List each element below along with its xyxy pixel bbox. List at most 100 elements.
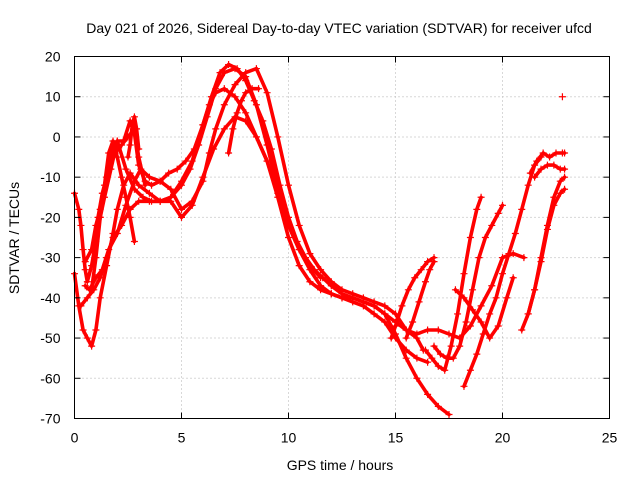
- data-point: [531, 286, 539, 294]
- data-point: [424, 390, 432, 398]
- data-point: [434, 326, 442, 334]
- data-point: [524, 181, 532, 189]
- data-point: [381, 302, 389, 310]
- data-point: [494, 209, 502, 217]
- data-point: [402, 354, 410, 362]
- y-tick-label: -30: [40, 250, 60, 266]
- data-point: [79, 246, 87, 254]
- series-s9: [402, 258, 438, 342]
- data-point: [295, 221, 303, 229]
- data-point: [539, 149, 547, 157]
- x-tick-label: 15: [388, 430, 404, 446]
- data-point: [387, 334, 395, 342]
- data-point: [370, 298, 378, 306]
- data-point: [479, 330, 487, 338]
- plot-area: [71, 61, 569, 418]
- data-point: [413, 374, 421, 382]
- data-point: [499, 254, 506, 262]
- data-point: [424, 258, 432, 266]
- data-point: [285, 234, 292, 241]
- series-s10: [421, 193, 485, 374]
- data-point: [533, 157, 541, 165]
- data-point: [242, 117, 250, 125]
- data-point: [105, 149, 113, 157]
- data-point: [436, 350, 444, 358]
- data-point: [156, 177, 164, 185]
- data-point: [252, 65, 260, 73]
- data-point: [111, 149, 119, 157]
- data-point: [126, 213, 134, 221]
- series-s16: [526, 149, 569, 177]
- data-point: [77, 302, 85, 310]
- data-point: [113, 205, 121, 213]
- x-tick-label: 10: [281, 430, 297, 446]
- data-point: [148, 181, 156, 189]
- data-point: [327, 290, 335, 298]
- data-point: [434, 362, 442, 370]
- data-point: [105, 165, 113, 173]
- data-point: [475, 254, 483, 262]
- data-point: [441, 366, 449, 374]
- data-point: [167, 197, 175, 205]
- data-point: [190, 145, 198, 153]
- x-tick-label: 20: [495, 430, 511, 446]
- y-axis-label: SDTVAR / TECUs: [6, 182, 22, 294]
- data-point: [392, 322, 399, 330]
- data-point: [92, 326, 100, 334]
- data-point: [229, 125, 237, 133]
- data-point: [145, 197, 153, 205]
- series-line: [404, 259, 436, 340]
- series-s6: [88, 137, 138, 294]
- data-point: [537, 165, 545, 173]
- y-tick-label: 10: [45, 89, 61, 105]
- data-point: [167, 185, 175, 193]
- series-line: [83, 66, 426, 352]
- data-point: [178, 213, 185, 221]
- data-point: [526, 169, 534, 177]
- data-point: [199, 177, 207, 185]
- data-point: [255, 85, 263, 93]
- data-point: [263, 89, 271, 97]
- y-tick-label: 0: [53, 129, 61, 145]
- data-point: [424, 326, 432, 334]
- data-point: [477, 193, 485, 201]
- series-s19: [124, 113, 143, 161]
- data-point: [443, 354, 451, 362]
- data-point: [135, 145, 143, 153]
- data-point: [451, 286, 459, 294]
- data-point: [546, 153, 554, 161]
- data-point: [109, 137, 117, 145]
- data-point: [503, 294, 511, 302]
- data-point: [306, 250, 314, 258]
- data-point: [88, 286, 96, 294]
- data-point: [466, 234, 474, 241]
- data-point: [186, 165, 194, 173]
- data-point: [561, 165, 569, 173]
- data-point: [381, 318, 389, 326]
- data-point: [319, 274, 327, 282]
- data-point: [252, 133, 260, 141]
- data-point: [81, 258, 89, 266]
- data-point: [550, 161, 558, 169]
- data-point: [83, 278, 91, 286]
- data-point: [537, 254, 545, 262]
- data-point: [285, 213, 292, 221]
- data-point: [306, 278, 314, 286]
- data-point: [133, 125, 141, 133]
- data-point: [473, 205, 481, 213]
- data-point: [556, 177, 564, 185]
- data-point: [220, 85, 228, 93]
- data-point: [94, 213, 102, 221]
- grid: [74, 56, 610, 419]
- data-point: [182, 157, 190, 165]
- data-point: [460, 294, 468, 302]
- data-point: [424, 358, 432, 366]
- data-point: [225, 61, 233, 69]
- data-point: [220, 125, 228, 133]
- data-point: [402, 334, 410, 342]
- data-point: [469, 286, 477, 294]
- data-point: [477, 318, 485, 326]
- data-point: [428, 354, 436, 362]
- data-point: [469, 306, 477, 314]
